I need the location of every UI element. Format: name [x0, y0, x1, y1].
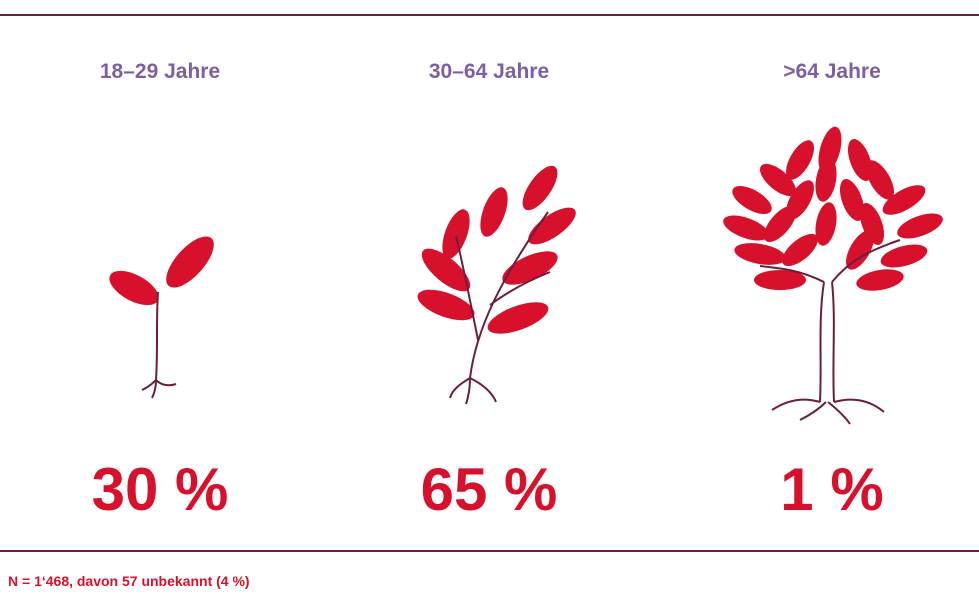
leaf	[733, 240, 788, 269]
leaf	[516, 160, 564, 215]
tree-illustration	[720, 124, 946, 424]
sprout-illustration	[104, 229, 222, 398]
leaf	[475, 184, 513, 240]
infographic: 18–29 Jahre 30–64 Jahre >64 Jahre 30 % 6…	[0, 0, 979, 608]
group-label: 30–64 Jahre	[429, 60, 549, 83]
group-share: 65 %	[421, 456, 558, 523]
group-share: 1 %	[780, 456, 883, 523]
leaf	[728, 180, 776, 219]
leaf	[158, 229, 222, 295]
group-label: 18–29 Jahre	[100, 60, 220, 83]
leaf	[814, 124, 846, 176]
leaf	[104, 264, 164, 312]
leaf	[894, 208, 946, 243]
group-label: >64 Jahre	[783, 60, 881, 83]
footnote: N = 1‘468, davon 57 unbekannt (4 %)	[8, 573, 250, 589]
group-share: 30 %	[92, 456, 229, 523]
leaf	[855, 266, 906, 294]
leaf	[720, 210, 772, 245]
plant-illustration	[414, 160, 582, 404]
leaf	[498, 244, 563, 291]
